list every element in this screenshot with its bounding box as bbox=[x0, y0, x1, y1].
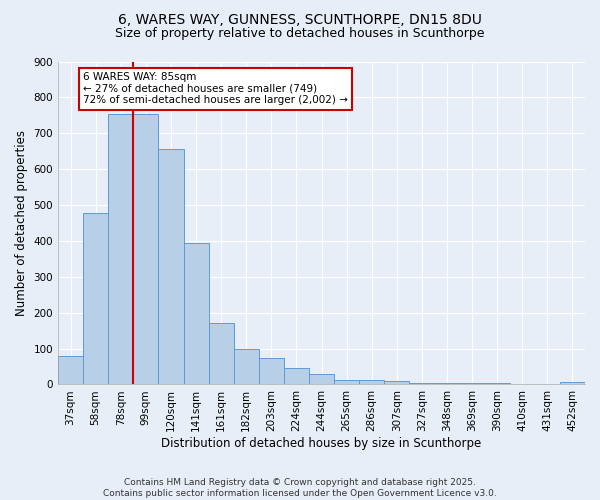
Bar bbox=[409, 382, 434, 384]
Bar bbox=[359, 380, 384, 384]
Text: Size of property relative to detached houses in Scunthorpe: Size of property relative to detached ho… bbox=[115, 28, 485, 40]
Bar bbox=[83, 213, 108, 384]
Bar bbox=[560, 382, 585, 384]
Text: 6 WARES WAY: 85sqm
← 27% of detached houses are smaller (749)
72% of semi-detach: 6 WARES WAY: 85sqm ← 27% of detached hou… bbox=[83, 72, 348, 106]
Y-axis label: Number of detached properties: Number of detached properties bbox=[15, 130, 28, 316]
Bar bbox=[233, 348, 259, 384]
Text: Contains HM Land Registry data © Crown copyright and database right 2025.
Contai: Contains HM Land Registry data © Crown c… bbox=[103, 478, 497, 498]
Bar bbox=[284, 368, 309, 384]
Bar bbox=[334, 380, 359, 384]
Bar bbox=[184, 242, 209, 384]
Bar bbox=[384, 381, 409, 384]
Bar bbox=[309, 374, 334, 384]
X-axis label: Distribution of detached houses by size in Scunthorpe: Distribution of detached houses by size … bbox=[161, 437, 482, 450]
Bar bbox=[434, 382, 460, 384]
Bar bbox=[158, 150, 184, 384]
Bar bbox=[133, 114, 158, 384]
Bar bbox=[209, 322, 233, 384]
Bar bbox=[259, 358, 284, 384]
Bar bbox=[58, 356, 83, 384]
Text: 6, WARES WAY, GUNNESS, SCUNTHORPE, DN15 8DU: 6, WARES WAY, GUNNESS, SCUNTHORPE, DN15 … bbox=[118, 12, 482, 26]
Bar bbox=[108, 114, 133, 384]
